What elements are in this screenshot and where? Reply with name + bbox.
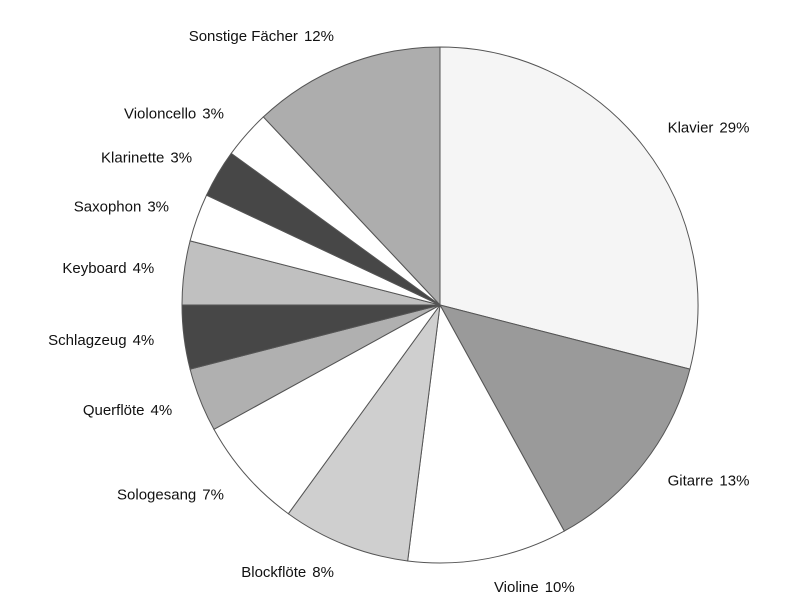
value-label: 3% xyxy=(147,198,169,215)
value-label: 10% xyxy=(545,579,575,596)
slice-label: Schlagzeug 4% xyxy=(48,332,154,349)
pie-slice xyxy=(213,304,441,515)
pie-slice xyxy=(287,304,441,562)
slice-label: Blockflöte 8% xyxy=(241,564,334,581)
slice-label: Klavier 29% xyxy=(668,119,750,136)
slice-label: Keyboard 4% xyxy=(62,260,154,277)
value-label: 4% xyxy=(133,260,155,277)
category-label: Violine xyxy=(494,579,539,596)
value-label: 29% xyxy=(719,119,749,136)
value-label: 8% xyxy=(312,564,334,581)
pie-slice xyxy=(262,46,441,307)
category-label: Klarinette xyxy=(101,149,164,166)
slice-label: Sologesang 7% xyxy=(117,486,224,503)
value-label: 7% xyxy=(202,486,224,503)
category-label: Saxophon xyxy=(74,198,142,215)
slice-label: Saxophon 3% xyxy=(74,198,169,215)
slice-label: Gitarre 13% xyxy=(668,472,750,489)
pie-slice xyxy=(439,304,691,532)
category-label: Sonstige Fächer xyxy=(189,28,298,45)
value-label: 4% xyxy=(133,332,155,349)
category-label: Keyboard xyxy=(62,260,126,277)
category-label: Sologesang xyxy=(117,486,196,503)
slice-label: Klarinette 3% xyxy=(101,149,192,166)
value-label: 13% xyxy=(719,472,749,489)
value-label: 12% xyxy=(304,28,334,45)
slice-label: Sonstige Fächer 12% xyxy=(189,28,334,45)
slice-label: Querflöte 4% xyxy=(83,402,172,419)
category-label: Klavier xyxy=(668,119,714,136)
slice-label: Violoncello 3% xyxy=(124,106,224,123)
category-label: Blockflöte xyxy=(241,564,306,581)
category-label: Querflöte xyxy=(83,402,145,419)
pie-slice xyxy=(407,303,565,564)
slice-label: Violine 10% xyxy=(494,579,575,596)
value-label: 3% xyxy=(202,106,224,123)
value-label: 4% xyxy=(151,402,173,419)
value-label: 3% xyxy=(170,149,192,166)
category-label: Gitarre xyxy=(668,472,714,489)
category-label: Violoncello xyxy=(124,106,196,123)
pie-slice xyxy=(439,46,699,370)
category-label: Schlagzeug xyxy=(48,332,126,349)
